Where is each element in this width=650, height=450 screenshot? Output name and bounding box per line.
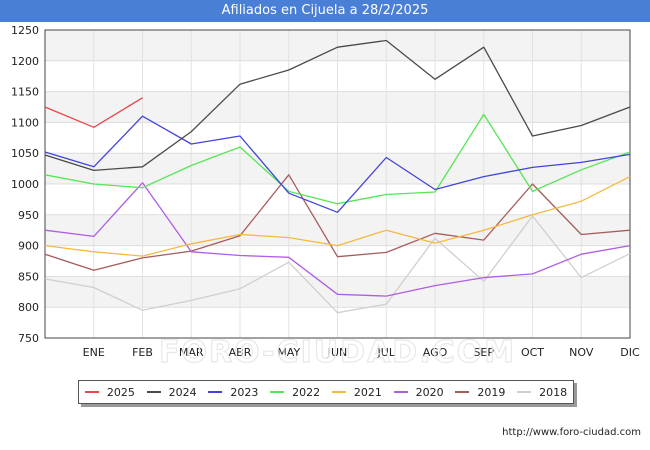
legend-label: 2025 [106, 385, 135, 399]
source-credit: http://www.foro-ciudad.com [502, 427, 641, 438]
y-tick-label: 1100 [11, 116, 39, 129]
legend-label: 2019 [477, 385, 506, 399]
legend-label: 2024 [168, 385, 197, 399]
legend-item-2020: 2020 [393, 385, 444, 399]
x-tick-label: MAY [277, 346, 300, 359]
series-line-2023 [44, 115, 631, 213]
series-line-2024 [44, 39, 631, 172]
y-tick-label: 1000 [11, 178, 39, 191]
series-line-2025 [44, 97, 143, 128]
series-line-2021 [44, 176, 631, 257]
x-tick-label: FEB [132, 346, 153, 359]
legend-item-2019: 2019 [455, 386, 505, 399]
legend-item-2018: 2018 [517, 386, 567, 399]
x-tick-label: OCT [521, 346, 544, 359]
y-tick-label: 1050 [11, 147, 39, 160]
x-tick-label: ENE [83, 346, 105, 359]
legend-swatch [146, 391, 161, 393]
legend-swatch [455, 391, 470, 393]
legend-item-2025: 2025 [84, 385, 135, 399]
chart-title: Afiliados en Cijuela a 28/2/2025 [0, 0, 650, 22]
y-tick-label: 1250 [11, 24, 39, 37]
legend-swatch [331, 391, 346, 393]
chart-legend: 2025 2024 2023 2022 2021 2020 2019 2018 [78, 380, 574, 404]
x-tick-label: NOV [569, 346, 594, 359]
series-line-2019 [44, 174, 631, 271]
legend-swatch [270, 391, 285, 393]
legend-label: 2022 [292, 385, 321, 399]
series-line-2020 [44, 182, 631, 297]
legend-label: 2018 [539, 385, 568, 399]
y-tick-label: 750 [18, 332, 39, 345]
series-line-2022 [44, 113, 631, 205]
x-tick-label: SEP [473, 346, 494, 359]
legend-swatch [393, 391, 408, 393]
legend-item-2023: 2023 [208, 386, 258, 399]
y-tick-label: 850 [18, 270, 39, 283]
y-tick-label: 1200 [11, 55, 39, 68]
legend-item-2021: 2021 [331, 385, 382, 399]
x-tick-label: AGO [423, 346, 448, 359]
y-tick-label: 1150 [11, 86, 39, 99]
legend-swatch [84, 391, 99, 393]
x-tick-label: MAR [179, 346, 204, 359]
legend-label: 2020 [415, 385, 444, 399]
legend-item-2022: 2022 [270, 386, 320, 399]
x-tick-label: JUN [327, 346, 348, 359]
legend-swatch [208, 391, 223, 393]
x-tick-label: ABR [229, 346, 252, 359]
x-tick-label: JUL [377, 346, 396, 359]
legend-item-2024: 2024 [146, 385, 197, 399]
x-tick-label: DIC [620, 346, 640, 359]
y-tick-label: 900 [18, 240, 39, 253]
plot-frame [44, 29, 631, 339]
y-tick-label: 950 [18, 209, 39, 222]
watermark-text: FORO-CIUDAD.COM [159, 335, 516, 370]
legend-label: 2023 [230, 385, 259, 399]
legend-label: 2021 [353, 385, 382, 399]
series-line-2018 [44, 215, 631, 314]
y-tick-label: 800 [18, 301, 39, 314]
legend-swatch [517, 391, 532, 393]
